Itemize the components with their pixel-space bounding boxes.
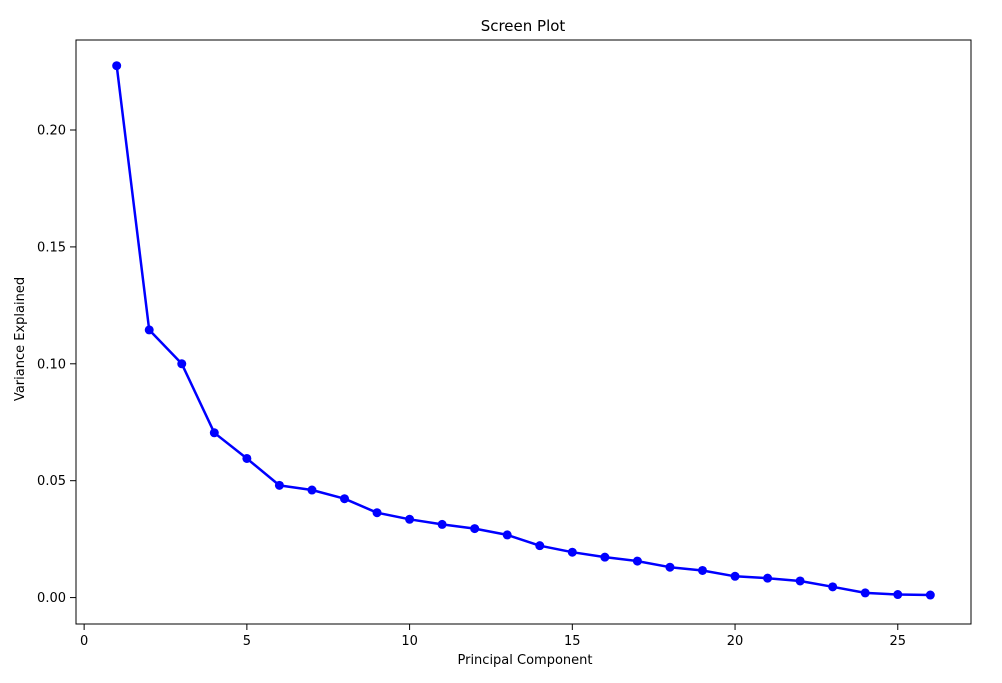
plot-frame	[75, 39, 972, 625]
data-point	[209, 428, 219, 438]
data-point	[567, 547, 577, 557]
y-tick-label: 0.05	[37, 474, 66, 489]
data-point	[307, 485, 317, 495]
x-axis-ticks: 0 5 10 15 20 25	[80, 624, 906, 649]
data-point	[177, 359, 187, 369]
y-tick-label: 0.10	[37, 357, 66, 372]
series-layer	[112, 61, 935, 600]
data-point	[730, 571, 740, 581]
y-tick-label: 0.20	[37, 124, 66, 139]
data-point	[828, 582, 838, 592]
data-point	[242, 453, 252, 463]
y-axis-label: Variance Explained	[13, 277, 28, 401]
data-point	[502, 530, 512, 540]
data-point	[698, 565, 707, 575]
x-tick-label: 10	[401, 634, 418, 649]
data-point	[925, 590, 935, 600]
y-axis-ticks: 0.00 0.05 0.10 0.15 0.20	[37, 124, 76, 606]
data-point	[340, 494, 349, 504]
data-point	[860, 588, 870, 598]
x-tick-label: 20	[727, 634, 744, 649]
data-point	[600, 552, 610, 562]
data-point	[795, 576, 805, 586]
data-point	[144, 325, 154, 335]
y-tick-label: 0.15	[37, 240, 66, 255]
series-line	[115, 65, 931, 597]
data-point	[535, 541, 545, 551]
data-point	[763, 573, 773, 583]
chart-title: Screen Plot	[481, 17, 566, 35]
x-tick-label: 0	[80, 634, 88, 649]
x-tick-label: 25	[889, 634, 906, 649]
data-point	[632, 556, 642, 566]
data-point	[112, 61, 122, 71]
data-point	[665, 562, 675, 572]
data-point	[470, 524, 480, 534]
data-point	[893, 590, 903, 600]
x-axis-label: Principal Component	[457, 653, 592, 668]
data-point	[437, 519, 447, 529]
data-point	[405, 514, 415, 524]
x-tick-label: 15	[564, 634, 581, 649]
y-tick-label: 0.00	[37, 591, 66, 606]
data-point	[274, 480, 284, 490]
x-tick-label: 5	[243, 634, 251, 649]
data-point	[372, 508, 382, 518]
